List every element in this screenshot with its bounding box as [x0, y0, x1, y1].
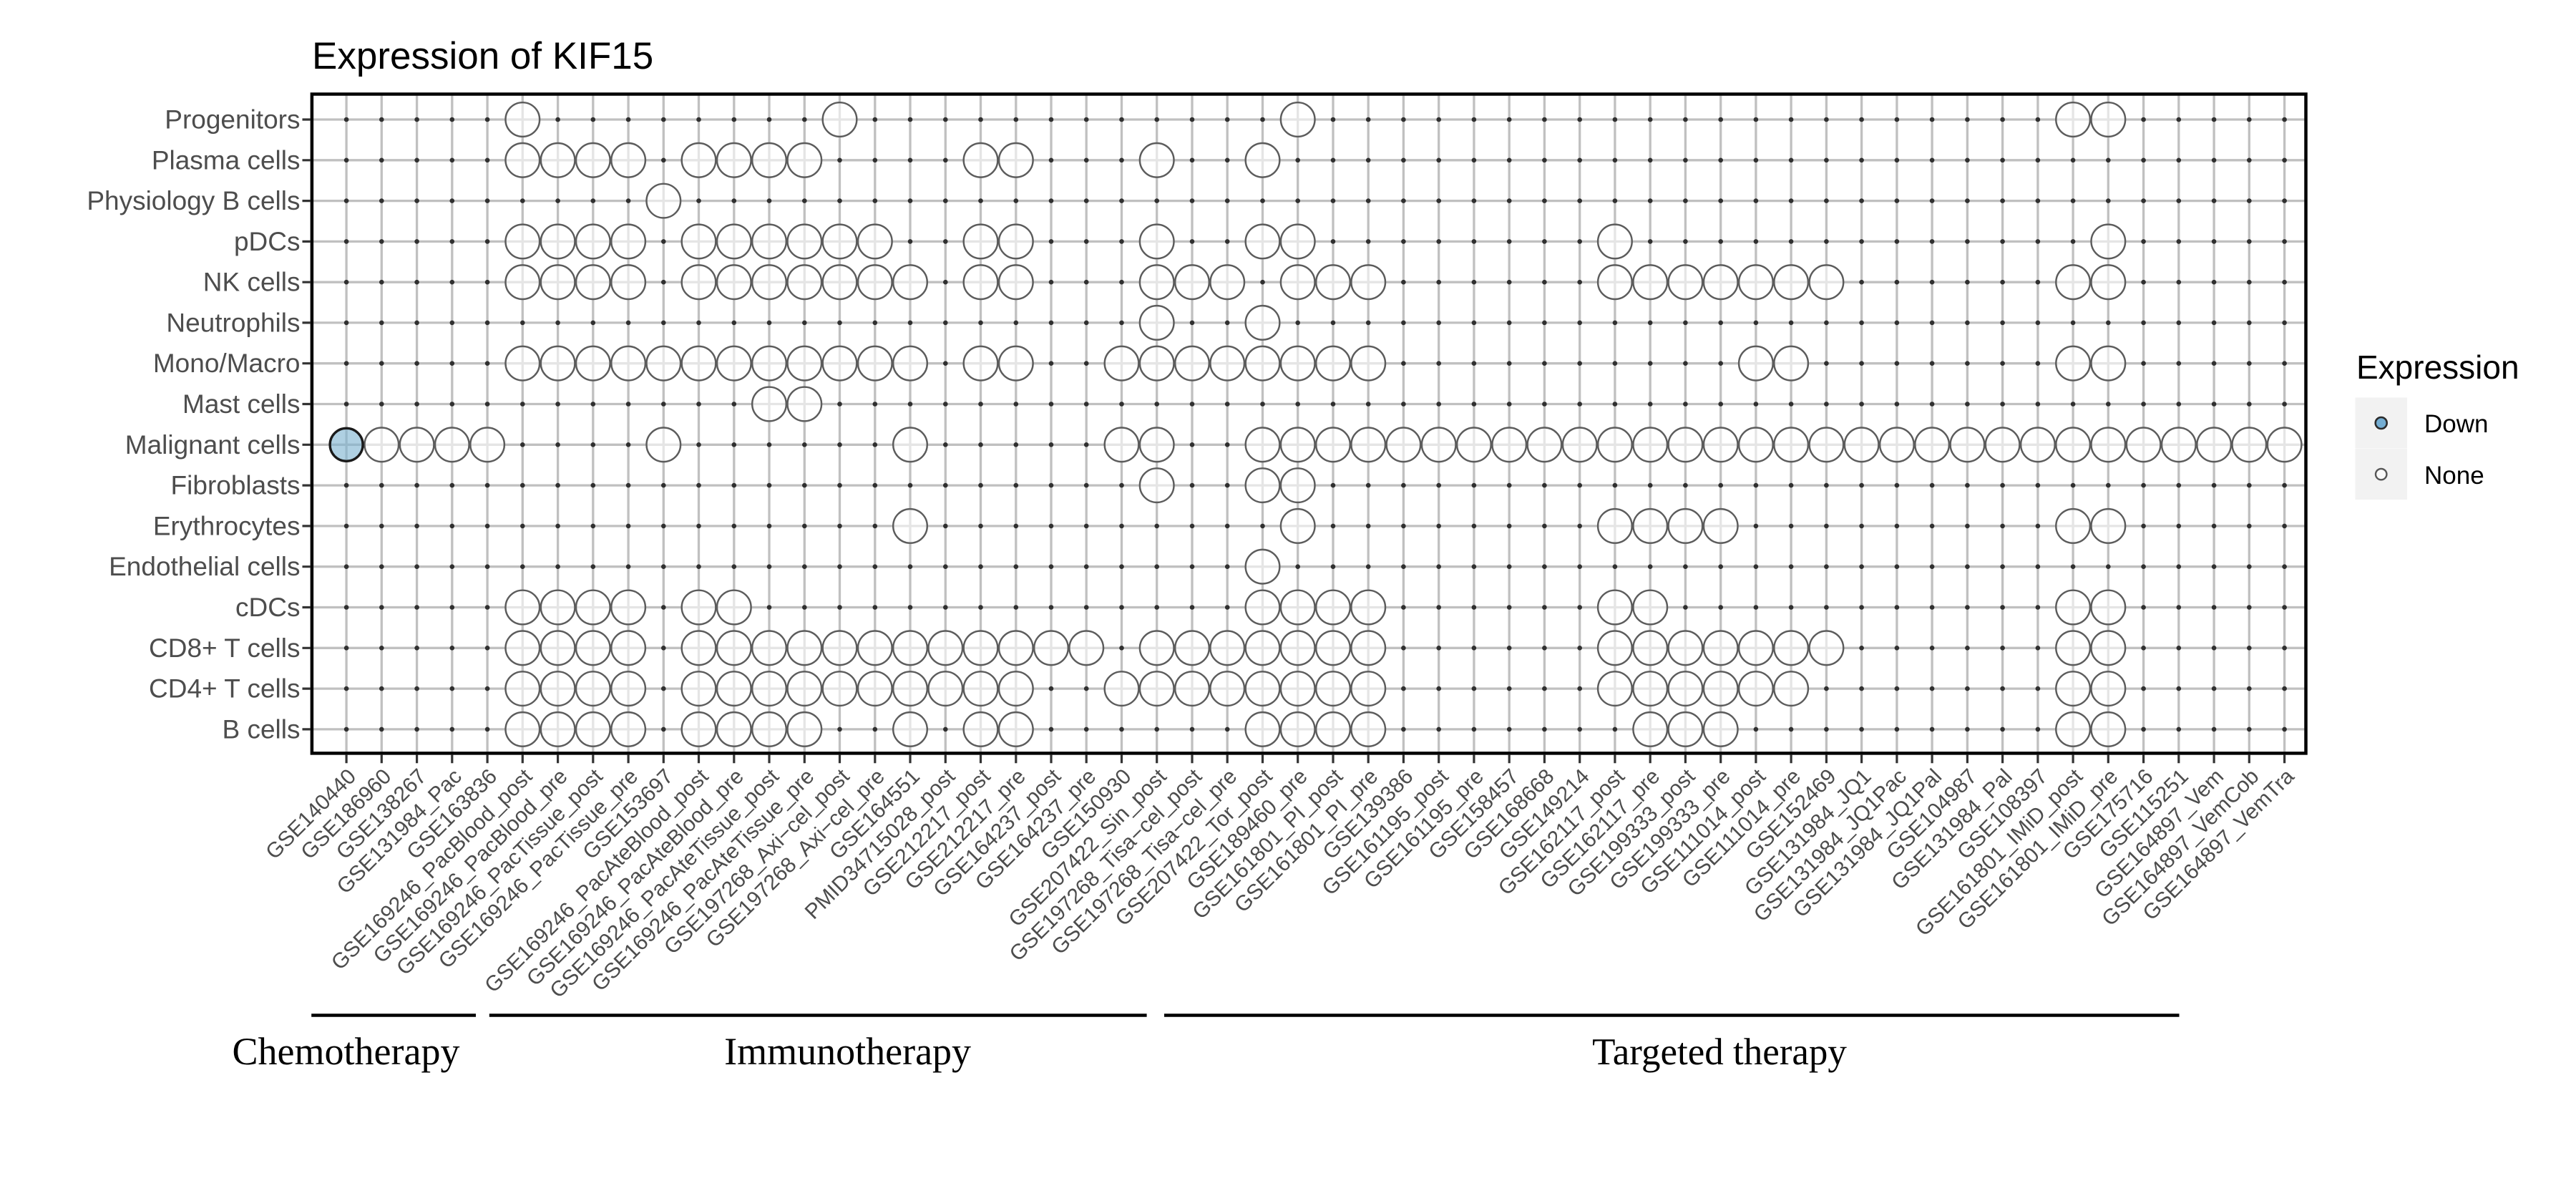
svg-text:Mast cells: Mast cells — [182, 389, 300, 419]
svg-text:Erythrocytes: Erythrocytes — [153, 511, 301, 540]
svg-text:Malignant cells: Malignant cells — [125, 430, 301, 460]
svg-text:Plasma cells: Plasma cells — [152, 145, 301, 175]
svg-text:None: None — [2424, 462, 2484, 490]
svg-text:Chemotherapy: Chemotherapy — [233, 1030, 460, 1073]
svg-text:NK cells: NK cells — [203, 268, 301, 297]
svg-text:Expression: Expression — [2356, 349, 2519, 386]
svg-text:Targeted therapy: Targeted therapy — [1592, 1031, 1847, 1073]
svg-text:Expression of KIF15: Expression of KIF15 — [312, 35, 653, 77]
svg-text:Progenitors: Progenitors — [165, 105, 300, 135]
svg-text:B cells: B cells — [223, 714, 301, 744]
svg-text:Physiology B cells: Physiology B cells — [87, 186, 300, 215]
svg-text:cDCs: cDCs — [235, 593, 300, 622]
svg-text:CD8+ T cells: CD8+ T cells — [149, 633, 300, 663]
svg-text:Endothelial cells: Endothelial cells — [109, 552, 300, 581]
svg-text:Down: Down — [2424, 410, 2488, 438]
svg-text:Neutrophils: Neutrophils — [166, 308, 300, 337]
svg-text:Fibroblasts: Fibroblasts — [171, 471, 301, 500]
svg-text:Mono/Macro: Mono/Macro — [153, 349, 301, 378]
svg-text:CD4+ T cells: CD4+ T cells — [149, 674, 300, 704]
svg-text:pDCs: pDCs — [234, 227, 301, 256]
svg-text:Immunotherapy: Immunotherapy — [724, 1030, 971, 1073]
